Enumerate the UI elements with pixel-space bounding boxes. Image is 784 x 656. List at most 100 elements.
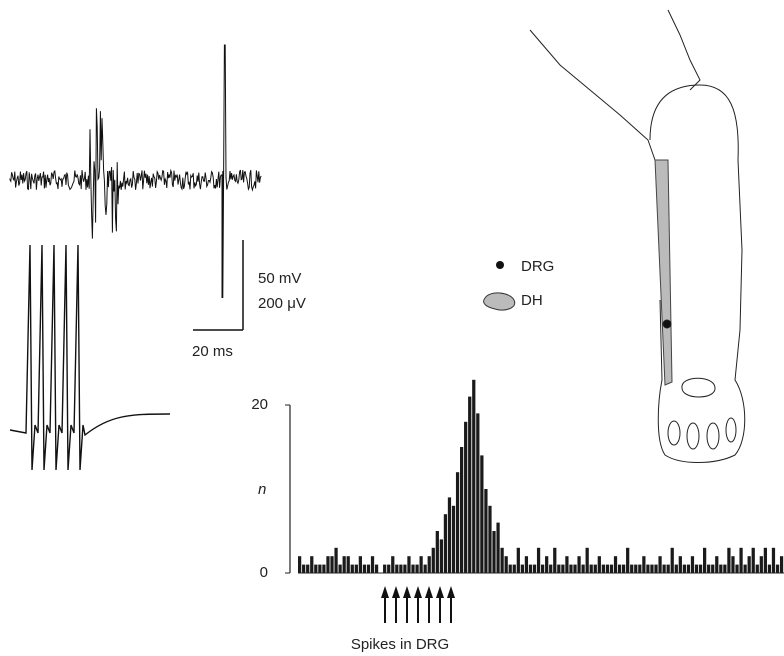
bar xyxy=(496,522,500,573)
bar xyxy=(682,564,686,573)
arrow-head xyxy=(425,586,433,598)
bar xyxy=(504,556,508,573)
bar xyxy=(557,564,561,573)
bar xyxy=(690,556,695,573)
arrows-label: Spikes in DRG xyxy=(351,636,449,653)
bar xyxy=(447,497,452,573)
bar xyxy=(460,447,464,573)
paw-drawing xyxy=(529,9,746,463)
bar xyxy=(318,564,322,573)
bar xyxy=(403,564,407,573)
arrow-head xyxy=(381,586,389,598)
bar xyxy=(585,547,589,573)
arrow-head xyxy=(414,586,422,598)
bar xyxy=(334,547,338,573)
bar xyxy=(314,564,318,573)
bar xyxy=(565,556,569,573)
bar xyxy=(597,556,601,573)
bar xyxy=(609,564,614,573)
bar xyxy=(771,547,776,573)
bar xyxy=(605,564,610,573)
bar xyxy=(763,547,767,573)
scale-label: 200 μV xyxy=(258,295,306,312)
bar xyxy=(350,564,354,573)
arrows xyxy=(381,586,455,623)
bar xyxy=(731,556,735,573)
bar xyxy=(735,564,739,573)
bar xyxy=(395,564,399,573)
bar xyxy=(346,556,350,573)
bar xyxy=(577,556,581,573)
bar xyxy=(520,564,524,573)
bar xyxy=(419,556,423,573)
bar xyxy=(366,564,371,573)
bar xyxy=(528,564,533,573)
bar xyxy=(524,556,529,573)
bar xyxy=(654,564,658,573)
bar xyxy=(719,564,723,573)
bar xyxy=(374,564,379,573)
bar xyxy=(500,547,504,573)
arrow-head xyxy=(392,586,400,598)
bar xyxy=(650,564,654,573)
intracellular-trace xyxy=(9,244,171,471)
bar xyxy=(330,556,334,573)
bar xyxy=(435,531,439,573)
bar xyxy=(358,556,362,573)
bar xyxy=(678,556,682,573)
legend-swatch xyxy=(483,292,516,311)
bar xyxy=(508,564,512,573)
bar xyxy=(638,564,642,573)
bar xyxy=(451,505,456,573)
bar xyxy=(698,564,703,573)
bar xyxy=(342,556,346,573)
bar xyxy=(472,379,476,573)
bar xyxy=(561,564,565,573)
bar xyxy=(391,556,395,573)
bar xyxy=(354,564,358,573)
bar xyxy=(617,564,622,573)
bar xyxy=(581,564,585,573)
bar xyxy=(662,564,666,573)
bar xyxy=(431,547,435,573)
bar xyxy=(423,564,427,573)
bar xyxy=(775,564,780,573)
bar xyxy=(658,556,662,573)
bar xyxy=(545,556,549,573)
bar xyxy=(601,564,605,573)
bar xyxy=(484,489,488,573)
bar xyxy=(743,564,747,573)
bar xyxy=(634,564,638,573)
legend-dot xyxy=(496,261,504,269)
bar xyxy=(399,564,403,573)
bar xyxy=(370,556,375,573)
bar xyxy=(670,547,674,573)
bar xyxy=(779,556,784,573)
bar xyxy=(411,564,415,573)
bar xyxy=(646,564,650,573)
bar xyxy=(306,564,310,573)
traces xyxy=(9,44,262,471)
arrow-head xyxy=(436,586,444,598)
bar xyxy=(715,556,719,573)
bar xyxy=(298,556,302,573)
bar xyxy=(455,472,460,573)
bar xyxy=(553,547,557,573)
bar xyxy=(443,514,448,573)
bar xyxy=(707,564,711,573)
bar xyxy=(427,556,431,573)
bar xyxy=(338,564,342,573)
bar xyxy=(642,556,646,573)
bar xyxy=(383,564,387,573)
bar xyxy=(755,564,759,573)
bar xyxy=(362,564,367,573)
bar xyxy=(751,547,755,573)
bar xyxy=(630,564,634,573)
bar xyxy=(541,564,545,573)
bar xyxy=(302,564,306,573)
arrow-head xyxy=(403,586,411,598)
bar xyxy=(747,556,751,573)
bar xyxy=(727,547,731,573)
bar xyxy=(387,564,391,573)
